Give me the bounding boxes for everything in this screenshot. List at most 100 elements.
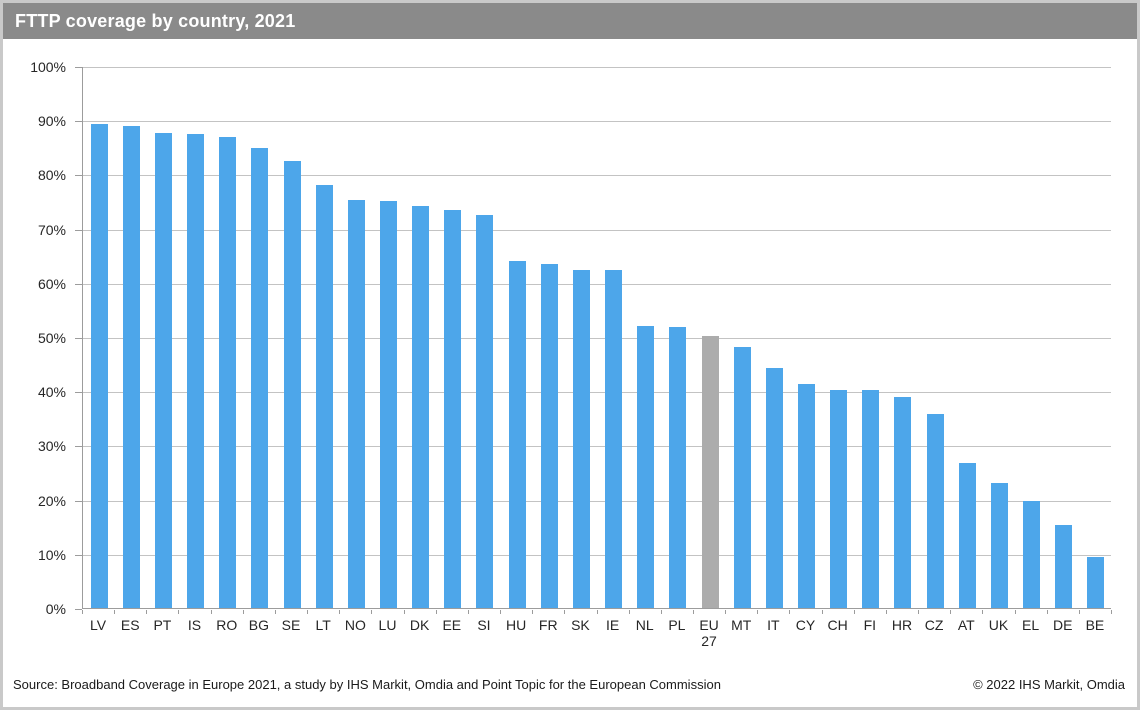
- x-axis-label: LU: [378, 617, 397, 633]
- x-axis-label: SE: [281, 617, 301, 633]
- x-axis-label: HU: [505, 617, 527, 633]
- y-axis-tick: [75, 229, 82, 231]
- bar: [572, 269, 590, 608]
- x-axis-label: CZ: [924, 617, 944, 633]
- x-axis-tick: [532, 610, 534, 614]
- x-axis-tick: [307, 610, 309, 614]
- bar: [701, 336, 719, 608]
- y-axis-label: 80%: [37, 167, 66, 184]
- x-axis-tick: [500, 610, 502, 614]
- gridline: [83, 500, 1111, 502]
- x-axis-tick: [725, 610, 727, 614]
- y-axis-tick: [75, 175, 82, 177]
- x-axis-tick: [339, 610, 341, 614]
- x-axis-label: CH: [827, 617, 848, 633]
- x-axis-label: FI: [863, 617, 877, 633]
- x-axis-tick: [274, 610, 276, 614]
- x-axis-tick: [821, 610, 823, 614]
- x-axis-label: DE: [1053, 617, 1073, 633]
- bar: [1023, 500, 1041, 608]
- y-axis-label: 100%: [30, 59, 66, 75]
- copyright-note: © 2022 IHS Markit, Omdia: [973, 676, 1125, 692]
- x-axis-label: BE: [1085, 617, 1105, 633]
- x-axis-label: BG: [248, 617, 269, 633]
- x-axis-tick: [435, 610, 437, 614]
- bar: [122, 126, 140, 608]
- x-axis-tick: [564, 610, 566, 614]
- x-axis-label: EL: [1022, 617, 1040, 633]
- x-axis-label: RO: [216, 617, 238, 633]
- x-axis-label: EU 27: [699, 617, 719, 649]
- bar: [637, 326, 655, 608]
- y-axis-label: 60%: [37, 275, 66, 292]
- gridline: [83, 338, 1111, 339]
- y-axis-label: 90%: [37, 113, 66, 130]
- gridline: [83, 121, 1111, 123]
- bar: [315, 184, 333, 608]
- x-axis-label: UK: [988, 617, 1009, 633]
- x-axis-tick: [982, 610, 984, 614]
- x-axis-label: IS: [187, 617, 202, 633]
- x-axis-tick: [114, 610, 116, 614]
- y-axis-label: 10%: [37, 546, 66, 563]
- bar: [508, 261, 526, 608]
- x-axis: LV ES PT IS RO BG SE LT NO LU DK EE SI HU FR SK IE NL PL EU…: [82, 617, 1111, 649]
- x-axis-tick: [692, 610, 694, 614]
- chart-window: FTTP coverage by country, 2021 100% 90% 80…: [3, 3, 1137, 707]
- x-axis-label: FR: [538, 617, 558, 633]
- x-axis-tick: [371, 610, 373, 614]
- gridline: [83, 392, 1111, 394]
- x-axis-tick: [757, 610, 759, 614]
- y-axis-label: 50%: [37, 330, 66, 346]
- source-note: Source: Broadband Coverage in Europe 202…: [13, 676, 721, 692]
- y-axis-label: 20%: [37, 492, 66, 509]
- x-axis-tick: [210, 610, 212, 614]
- bar: [894, 397, 912, 608]
- x-axis-tick: [178, 610, 180, 614]
- x-axis-tick: [853, 610, 855, 614]
- x-axis-tick: [596, 610, 598, 614]
- y-axis-label: 0%: [45, 601, 66, 617]
- x-axis-tick: [467, 610, 469, 614]
- bar: [476, 215, 494, 608]
- x-axis-label: DK: [409, 617, 430, 633]
- x-axis-label: SK: [571, 617, 590, 633]
- x-axis-tick: [242, 610, 244, 614]
- bar: [1087, 556, 1105, 608]
- y-axis-tick: [75, 392, 82, 394]
- chart-title: FTTP coverage by country, 2021: [15, 11, 296, 31]
- bar: [1055, 524, 1073, 608]
- bar: [219, 137, 237, 608]
- bar: [444, 210, 462, 608]
- x-axis-tick: [1078, 610, 1080, 614]
- bar: [251, 148, 269, 608]
- y-axis-tick: [75, 121, 82, 123]
- bar: [379, 200, 397, 608]
- x-axis-label: CY: [795, 617, 816, 633]
- bar: [347, 200, 365, 608]
- bar: [412, 206, 430, 608]
- gridline: [83, 67, 1111, 68]
- y-axis-tick: [75, 283, 82, 285]
- y-axis-tick: [75, 338, 82, 339]
- x-axis-label: EE: [442, 617, 462, 633]
- x-axis-tick: [628, 610, 630, 614]
- x-axis-label: NL: [635, 617, 654, 633]
- chart-title-bar: FTTP coverage by country, 2021: [3, 3, 1137, 39]
- y-axis-label: 40%: [37, 384, 66, 401]
- x-axis-label: PL: [668, 617, 686, 633]
- x-axis-tick: [403, 610, 405, 614]
- y-axis-tick: [75, 500, 82, 502]
- x-axis-label: SI: [477, 617, 491, 633]
- x-axis-tick: [885, 610, 887, 614]
- gridline: [83, 229, 1111, 231]
- x-axis-label: AT: [957, 617, 975, 633]
- bar: [926, 413, 944, 608]
- y-axis-tick: [75, 67, 82, 68]
- bar: [862, 390, 880, 608]
- x-axis-label: IE: [605, 617, 620, 633]
- y-axis-tick: [75, 609, 82, 610]
- footer: Source: Broadband Coverage in Europe 202…: [3, 671, 1137, 697]
- plot-area: [82, 67, 1111, 609]
- bar: [540, 264, 558, 608]
